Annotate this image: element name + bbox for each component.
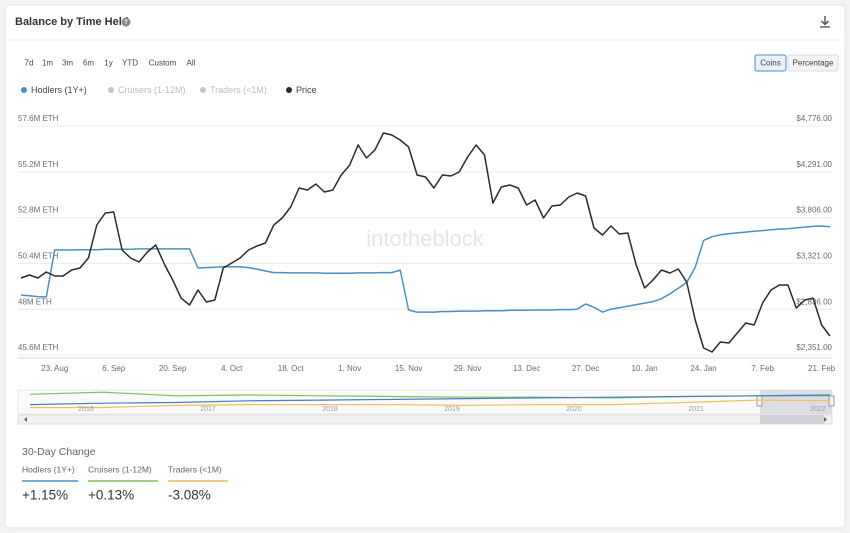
legend-label[interactable]: Traders (<1M)	[210, 85, 267, 95]
range-label: 1y	[104, 59, 112, 68]
legend-swatch[interactable]	[286, 87, 292, 93]
scrollbar-track	[17, 414, 833, 425]
scroll-left[interactable]	[24, 417, 27, 422]
y2-tick-label: $3,321.00	[796, 252, 832, 261]
range-label: 3m	[62, 59, 73, 68]
change-name: Cruisers (1-12M)	[88, 464, 152, 474]
x-tick-label: 1. Nov	[338, 364, 361, 373]
range-button[interactable]	[40, 56, 55, 70]
card	[4, 4, 846, 529]
help-icon[interactable]	[121, 17, 131, 27]
change-value: +0.13%	[88, 488, 134, 503]
range-label: 1m	[42, 59, 53, 68]
y-tick-label: 45.6M ETH	[18, 343, 59, 352]
y2-tick-label: $2,351.00	[796, 343, 832, 352]
legend-label[interactable]: Price	[296, 85, 317, 95]
mode-button[interactable]	[754, 54, 787, 72]
navigator-label: 2018	[322, 406, 338, 413]
series-line	[20, 132, 831, 353]
x-tick-label: 29. Nov	[454, 364, 482, 373]
x-tick-label: 27. Dec	[572, 364, 600, 373]
range-label: 6m	[83, 59, 94, 68]
download-icon[interactable]	[820, 16, 830, 28]
scroll-right[interactable]	[824, 417, 827, 422]
range-button[interactable]	[183, 56, 199, 70]
x-tick-label: 13. Dec	[513, 364, 541, 373]
change-name: Traders (<1M)	[168, 464, 222, 474]
range-label: All	[187, 59, 196, 68]
range-button[interactable]	[81, 56, 96, 70]
range-label: Custom	[149, 59, 177, 68]
x-tick-label: 7. Feb	[751, 364, 774, 373]
legend-label[interactable]: Cruisers (1-12M)	[118, 85, 186, 95]
change-value: -3.08%	[168, 488, 211, 503]
x-tick-label: 24. Jan	[690, 364, 716, 373]
x-tick-label: 6. Sep	[102, 364, 126, 373]
change-value: +1.15%	[22, 488, 68, 503]
x-tick-label: 21. Feb	[808, 364, 836, 373]
range-button[interactable]	[102, 56, 115, 70]
x-tick-label: 4. Oct	[221, 364, 243, 373]
change-name: Hodlers (1Y+)	[22, 464, 75, 474]
mode-button[interactable]	[787, 54, 839, 72]
watermark: intotheblock	[366, 226, 484, 251]
range-button[interactable]	[60, 56, 75, 70]
x-tick-label: 10. Jan	[631, 364, 657, 373]
range-button[interactable]	[120, 56, 140, 70]
mode-label: Coins	[760, 59, 780, 68]
navigator-label: 2016	[78, 406, 94, 413]
navigator-line	[29, 394, 831, 406]
mode-label: Percentage	[793, 59, 834, 68]
card-title: Balance by Time Held	[15, 16, 129, 28]
y-tick-label: 55.2M ETH	[18, 160, 59, 169]
range-label: 7d	[25, 59, 34, 68]
navigator-line	[30, 399, 831, 409]
x-tick-label: 18. Oct	[278, 364, 305, 373]
y-tick-label: 57.6M ETH	[18, 114, 59, 123]
x-tick-label: 23. Aug	[41, 364, 68, 373]
y2-tick-label: $3,806.00	[796, 206, 832, 215]
navigator-label: 2019	[444, 406, 460, 413]
y2-tick-label: $4,291.00	[796, 160, 832, 169]
range-label: YTD	[122, 59, 138, 68]
change-title: 30-Day Change	[22, 446, 96, 458]
legend-swatch[interactable]	[108, 87, 114, 93]
y2-tick-label: $4,776.00	[796, 114, 832, 123]
range-button[interactable]	[22, 56, 36, 70]
help-glyph: ?	[124, 20, 128, 26]
legend-swatch[interactable]	[21, 87, 27, 93]
legend-label[interactable]: Hodlers (1Y+)	[31, 85, 87, 95]
navigator-label: 2022	[810, 406, 826, 413]
navigator-label: 2021	[688, 406, 704, 413]
navigator-window[interactable]	[760, 390, 832, 414]
series-line	[20, 225, 831, 313]
legend-swatch[interactable]	[200, 87, 206, 93]
y-tick-label: 52.8M ETH	[18, 206, 59, 215]
range-button[interactable]	[146, 56, 179, 70]
y-tick-label: 50.4M ETH	[18, 252, 59, 261]
y-tick-label: 48M ETH	[18, 297, 52, 306]
x-tick-label: 15. Nov	[395, 364, 423, 373]
scrollbar-thumb[interactable]	[760, 415, 824, 424]
navigator-label: 2020	[566, 406, 582, 413]
x-tick-label: 20. Sep	[159, 364, 187, 373]
navigator-label: 2017	[200, 406, 216, 413]
navigator-handle[interactable]	[756, 395, 763, 407]
